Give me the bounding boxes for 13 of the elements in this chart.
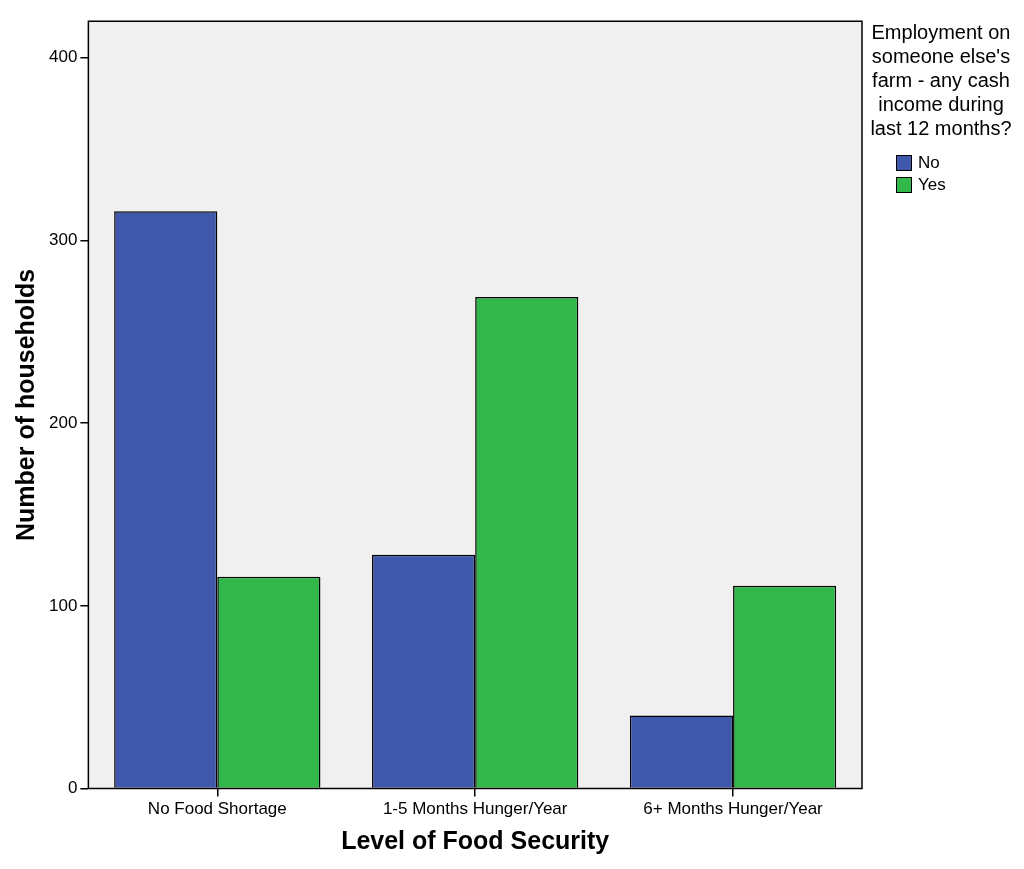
legend-title: Employment on someone else's farm - any cash income during last 12 months? [869,20,1013,140]
y-tick-label: 0 [67,778,78,798]
y-tick-label: 400 [48,47,78,67]
x-tick-label: No Food Shortage [147,799,287,819]
x-axis-title: Level of Food Security [341,825,610,854]
x-tick-label: 6+ Months Hunger/Year [643,799,824,819]
y-tick-label: 300 [48,230,78,250]
legend-label: Yes [918,175,946,195]
y-tick-label: 200 [48,412,78,432]
legend-label: No [918,153,940,173]
x-tick-label: 1-5 Months Hunger/Year [382,799,568,819]
y-axis-title: Number of households [10,268,39,542]
y-tick-label: 100 [48,595,78,615]
